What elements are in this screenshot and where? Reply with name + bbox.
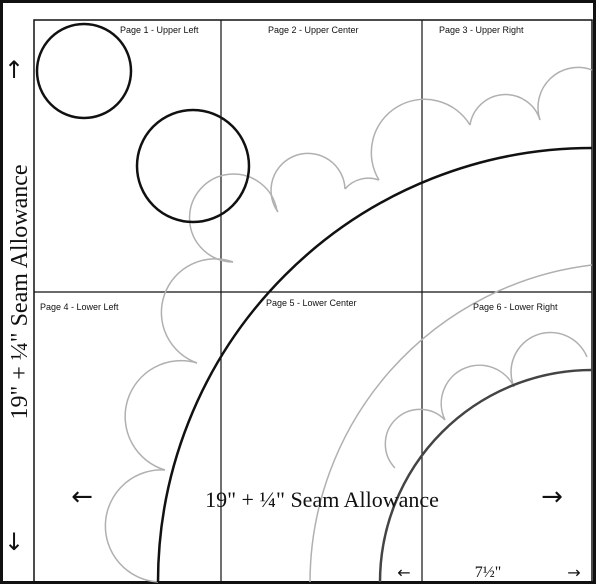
horizontal-arrow-right: → — [541, 482, 563, 512]
page-4-label: Page 4 - Lower Left — [40, 302, 119, 312]
inner-scallops — [384, 331, 588, 469]
vertical-dimension-label: 19" + ¼" Seam Allowance — [7, 164, 33, 419]
horizontal-dimension-label: 19" + ¼" Seam Allowance — [205, 487, 439, 512]
vertical-arrow-down: ↓ — [4, 528, 24, 556]
page-3-label: Page 3 - Upper Right — [439, 25, 524, 35]
page-6-label: Page 6 - Lower Right — [473, 302, 558, 312]
page-5-label: Page 5 - Lower Center — [266, 298, 357, 308]
outer-scallops — [104, 66, 593, 583]
page-1-label: Page 1 - Upper Left — [120, 25, 199, 35]
pattern-frame — [33, 19, 593, 583]
vertical-arrow-up: ↑ — [4, 56, 24, 84]
circle-large — [135, 108, 251, 224]
horizontal-arrow-left: ← — [71, 482, 93, 512]
circle-small — [35, 22, 133, 120]
outer-arc — [156, 146, 593, 583]
radius-dimension-label: 7½" — [475, 564, 502, 581]
inner-arc — [378, 368, 593, 583]
page-2-label: Page 2 - Upper Center — [268, 25, 359, 35]
radius-arrow-left: ← — [397, 563, 410, 582]
inner-guide-arc — [309, 264, 593, 583]
radius-arrow-right: → — [567, 563, 580, 582]
